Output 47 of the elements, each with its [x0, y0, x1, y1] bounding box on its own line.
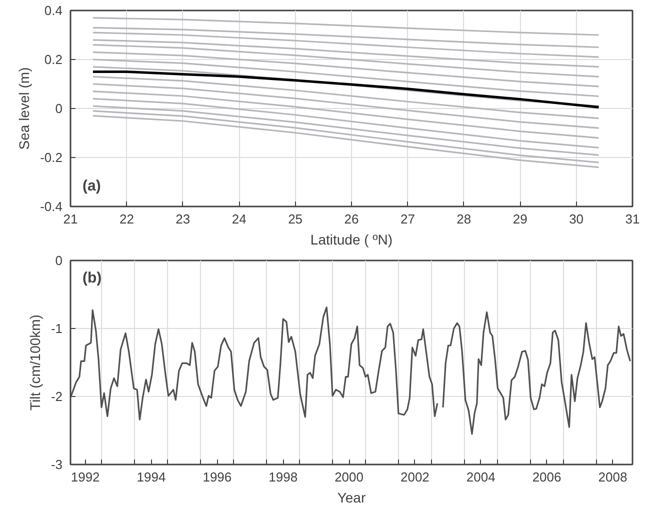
x-tick-label: 27	[400, 212, 415, 226]
line-series	[92, 83, 600, 129]
x-tick-label: 30	[569, 212, 584, 226]
x-tick-label: 2002	[400, 470, 430, 484]
x-tick-label: 21	[63, 212, 78, 226]
x-tick-label: 1998	[268, 470, 298, 484]
y-tick-label: 0	[55, 101, 63, 116]
y-tick-label: -0.4	[40, 199, 63, 214]
y-axis-title: Sea level (m)	[16, 67, 32, 150]
x-tick-label: 28	[456, 212, 472, 226]
x-tick-label: 2006	[532, 470, 562, 484]
line-series	[92, 58, 600, 98]
x-tick-label: 22	[119, 212, 134, 226]
y-tick-label: 0.4	[44, 3, 63, 18]
line-series	[92, 17, 600, 36]
x-tick-label: 1992	[70, 470, 100, 484]
line-series	[92, 44, 600, 78]
y-tick-label: -0.2	[40, 150, 63, 165]
x-tick-label: 24	[232, 212, 246, 226]
x-tick-label: 31	[625, 212, 640, 226]
x-tick-label: 2004	[466, 470, 496, 484]
x-tick-label: 2000	[334, 470, 364, 484]
line-series	[92, 51, 600, 88]
line-series	[92, 39, 600, 68]
x-tick-label: 1994	[136, 470, 166, 484]
y-tick-label: -3	[50, 457, 63, 472]
y-tick-label: -2	[50, 389, 63, 404]
x-tick-label: 2008	[598, 470, 628, 484]
x-tick-label: 26	[344, 212, 359, 226]
y-tick-label: 0	[55, 253, 63, 268]
x-tick-label: 29	[512, 212, 528, 226]
x-tick-label: 1996	[202, 470, 232, 484]
x-axis-title: Latitude ( ºN)	[310, 232, 393, 248]
y-axis-title: Tilt (cm/100km)	[26, 314, 43, 410]
x-tick-label: 23	[176, 212, 190, 226]
y-tick-label: -1	[50, 321, 63, 336]
y-tick-label: 0.2	[44, 52, 63, 67]
line-series	[92, 26, 600, 48]
line-series	[92, 90, 600, 139]
x-axis-title: Year	[337, 490, 366, 506]
annotation: (b)	[82, 270, 102, 286]
annotation: (a)	[82, 178, 101, 194]
line-series	[92, 105, 600, 156]
line-series	[92, 32, 600, 58]
x-tick-label: 25	[288, 212, 303, 226]
line-series	[92, 76, 600, 120]
line-series	[92, 98, 600, 148]
